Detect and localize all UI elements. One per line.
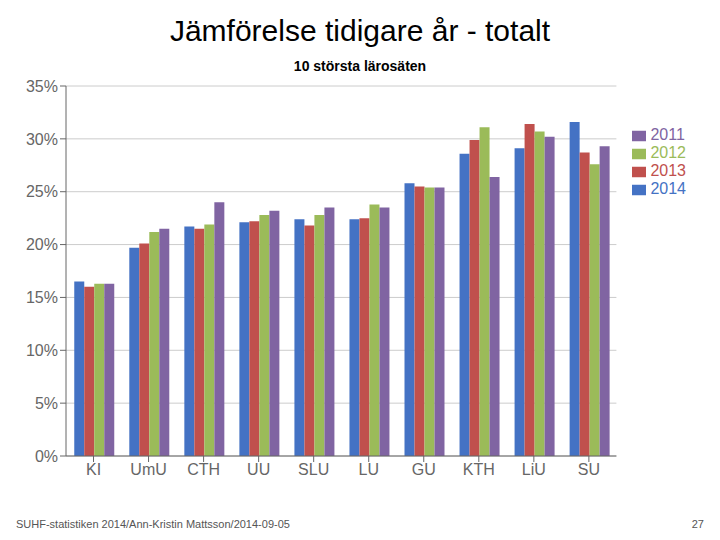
- svg-text:0%: 0%: [35, 448, 58, 465]
- html-text:27: 27: [691, 518, 704, 530]
- svg-text:SLU: SLU: [298, 461, 329, 478]
- svg-text:15%: 15%: [26, 289, 58, 306]
- html-text:2011: 2011: [650, 126, 685, 143]
- svg-text:25%: 25%: [26, 183, 58, 200]
- html-text:2012: 2012: [650, 144, 686, 161]
- svg-text:LU: LU: [358, 461, 378, 478]
- svg-text:KTH: KTH: [463, 461, 495, 478]
- html-text:2014: 2014: [650, 180, 686, 197]
- svg-text:SU: SU: [578, 461, 600, 478]
- svg-text:CTH: CTH: [187, 461, 220, 478]
- svg-text:UU: UU: [247, 461, 270, 478]
- svg-text:GU: GU: [412, 461, 436, 478]
- svg-text:10%: 10%: [26, 342, 58, 359]
- html-text:Jämförelse tidigare år - total: Jämförelse tidigare år - totalt: [169, 14, 551, 47]
- svg-text:5%: 5%: [35, 395, 58, 412]
- svg-text:UmU: UmU: [130, 461, 166, 478]
- svg-text:20%: 20%: [26, 236, 58, 253]
- svg-text:30%: 30%: [26, 131, 58, 148]
- html-text:2013: 2013: [650, 162, 686, 179]
- svg-text:35%: 35%: [26, 78, 58, 95]
- html-text:SUHF-statistiken 2014/Ann-Kris: SUHF-statistiken 2014/Ann-Kristin Mattss…: [16, 518, 290, 530]
- html-text:10 största lärosäten: 10 största lärosäten: [293, 58, 427, 74]
- svg-text:KI: KI: [86, 461, 101, 478]
- svg-text:LiU: LiU: [522, 461, 546, 478]
